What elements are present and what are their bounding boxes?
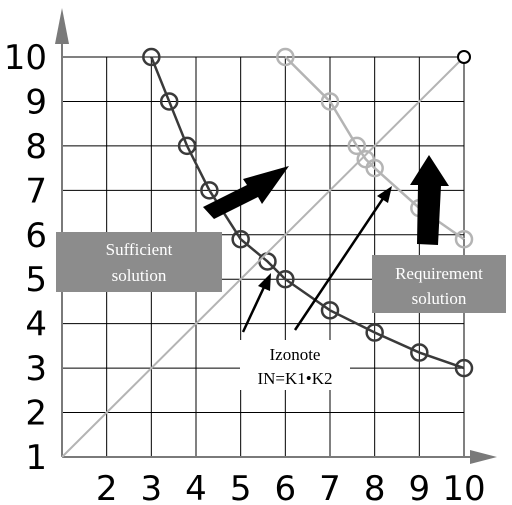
izonote-annotation: Izonote IN=K1•K2 (240, 340, 350, 390)
direction-arrows (203, 155, 449, 333)
requirement-label-line2: solution (412, 289, 467, 308)
series-0-marker-3 (200, 181, 219, 200)
y-tick-label: 5 (25, 260, 47, 300)
series-0-marker-4 (231, 229, 250, 249)
y-tick-label: 6 (25, 216, 47, 256)
y-tick-label: 7 (25, 171, 47, 211)
series-0-marker-0 (142, 47, 161, 67)
sufficient-solution-label: Sufficient solution (56, 232, 222, 292)
izonote-arrow-left-head (258, 273, 271, 291)
x-tick-label: 5 (230, 469, 252, 505)
izonote-label-line1: Izonote (270, 345, 321, 364)
x-tick-label: 2 (96, 469, 118, 505)
x-tick-label: 3 (141, 469, 163, 505)
series-0-marker-8 (365, 323, 384, 342)
requirement-solution-label: Requirement solution (372, 255, 506, 313)
x-axis-arrowhead (470, 450, 497, 464)
y-axis-arrowhead (55, 8, 69, 44)
x-tick-label: 8 (364, 469, 386, 505)
series-0-marker-9 (410, 343, 429, 362)
requirement-label-line1: Requirement (395, 264, 483, 283)
y-tick-label: 3 (25, 349, 47, 389)
y-tick-label: 10 (4, 38, 47, 78)
x-tick-label: 10 (442, 469, 485, 505)
y-tick-label: 1 (25, 438, 47, 478)
series-1-marker-2 (347, 136, 367, 156)
sufficient-label-line2: solution (112, 266, 167, 285)
izonote-arrow-right-head (377, 186, 392, 203)
series-0-marker-10 (454, 358, 474, 378)
izonote-arrow-right-shaft (293, 196, 386, 331)
series-1-marker-0 (276, 47, 295, 67)
x-tick-label: 6 (275, 469, 297, 505)
y-tick-label: 4 (25, 305, 47, 345)
x-tick-label: 9 (409, 469, 431, 505)
series-0-marker-1 (159, 92, 179, 111)
y-tick-label: 8 (25, 127, 47, 167)
series-line-0 (150, 56, 465, 370)
series-group (61, 47, 474, 458)
x-tick-label: 7 (319, 469, 341, 505)
series-1-marker-1 (320, 92, 340, 111)
izonote-arrow-left-shaft (241, 284, 267, 333)
sufficient-label-line1: Sufficient (106, 240, 173, 259)
series-1-marker-4 (365, 158, 384, 178)
open-endpoint-marker (457, 50, 471, 64)
y-tick-label: 2 (25, 394, 47, 434)
y-tick-label: 9 (25, 82, 47, 122)
izonote-label-line2: IN=K1•K2 (257, 369, 332, 388)
series-1-marker-6 (454, 229, 474, 249)
series-0-marker-7 (320, 301, 340, 320)
series-line-2 (61, 56, 465, 458)
series-0-marker-6 (276, 269, 295, 289)
bold-arrow-diagonal (203, 166, 289, 219)
bold-arrow-upward (410, 155, 449, 245)
x-tick-label: 4 (185, 469, 207, 505)
series-0-marker-2 (177, 136, 197, 156)
